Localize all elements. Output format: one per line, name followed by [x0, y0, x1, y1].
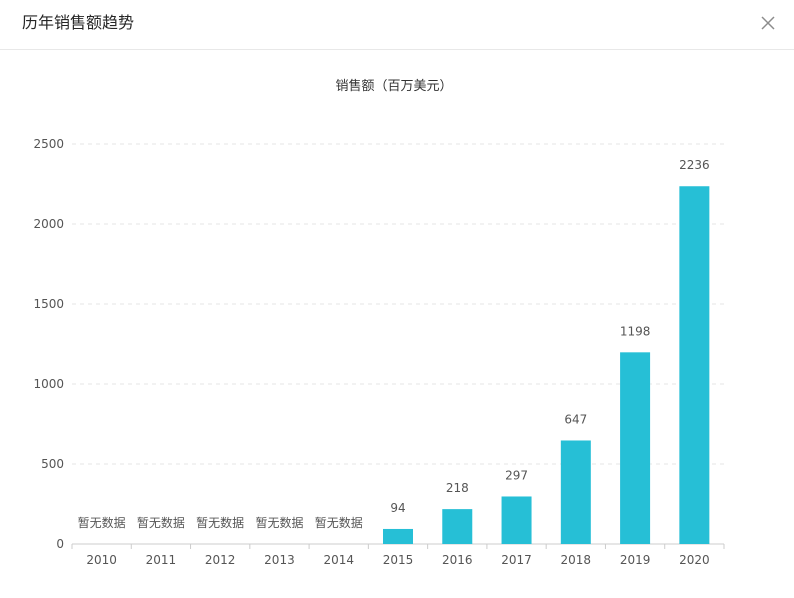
bar [620, 352, 651, 544]
data-label: 94 [390, 501, 405, 515]
y-tick-label: 0 [56, 537, 64, 551]
bar [679, 186, 710, 545]
x-tick-label: 2011 [146, 553, 177, 567]
y-tick-label: 1500 [33, 297, 64, 311]
x-axis: 2010 2011 2012 2013 2014 2015 2016 2017 2018 2019… [71, 543, 725, 567]
chart-title: 销售额（百万美元） [335, 78, 452, 94]
data-label: 647 [564, 412, 587, 426]
x-tick-label: 2012 [205, 553, 236, 567]
data-label: 2236 [679, 158, 710, 172]
dialog-title: 历年销售额趋势 [22, 13, 135, 32]
bar [560, 440, 591, 544]
bar [383, 528, 413, 544]
bar [442, 509, 473, 544]
x-tick-label: 2016 [442, 553, 473, 567]
data-label: 297 [505, 468, 528, 482]
y-tick-label: 2000 [33, 217, 64, 231]
dialog-header: 历年销售额趋势 [0, 0, 794, 50]
x-tick-label: 2017 [501, 553, 532, 567]
x-tick-label: 2020 [679, 553, 710, 567]
no-data-label: 暂无数据 [78, 515, 126, 530]
x-tick-label: 2013 [264, 553, 295, 567]
close-icon [761, 16, 775, 30]
y-tick-label: 2500 [33, 137, 64, 151]
x-tick-label: 2014 [323, 553, 354, 567]
close-button[interactable] [756, 11, 780, 35]
x-tick-label: 2019 [620, 553, 651, 567]
no-data-label: 暂无数据 [137, 515, 185, 530]
x-tick-label: 2018 [561, 553, 592, 567]
bar [501, 496, 532, 544]
y-axis: 0 500 1000 1500 2000 2500 [33, 137, 64, 551]
data-label: 1198 [620, 324, 651, 338]
no-data-label: 暂无数据 [196, 515, 244, 530]
chart-area: 销售额（百万美元） 0 500 1000 1500 2000 2500 2010 2011 2… [0, 51, 794, 598]
x-tick-label: 2015 [383, 553, 414, 567]
bars [383, 186, 710, 545]
y-tick-label: 500 [41, 457, 64, 471]
y-tick-label: 1000 [33, 377, 64, 391]
no-data-label: 暂无数据 [315, 515, 363, 530]
x-tick-label: 2010 [86, 553, 117, 567]
no-data-label: 暂无数据 [255, 515, 303, 530]
data-label: 218 [446, 481, 469, 495]
